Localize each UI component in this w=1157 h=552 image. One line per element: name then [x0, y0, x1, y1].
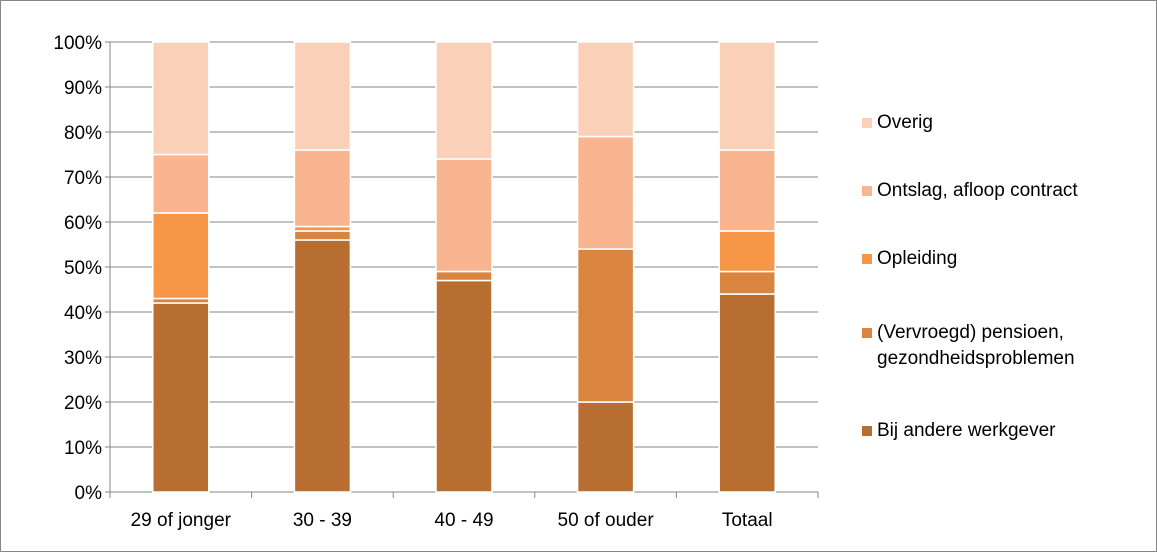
- bar-segment: [718, 149, 776, 232]
- legend-label: Overig: [877, 112, 933, 133]
- y-tick-label: 30%: [64, 348, 102, 369]
- bar-segment: [293, 239, 352, 493]
- legend-item: Ontslag, afloop contract: [862, 178, 1078, 204]
- legend-item: Bij andere werkgever: [862, 418, 1055, 444]
- bar-segment: [576, 248, 635, 403]
- legend-item: (Vervroegd) pensioen, gezondheidsproblem…: [862, 320, 1075, 372]
- bar-segment: [435, 279, 493, 493]
- y-tick-label: 20%: [64, 393, 102, 414]
- legend-swatch: [862, 254, 872, 264]
- bar-segment: [152, 212, 210, 300]
- bar-segment: [435, 41, 493, 160]
- bar-segment: [718, 41, 776, 151]
- bar-segment: [576, 135, 635, 250]
- bar-segment: [435, 158, 493, 273]
- y-tick-label: 90%: [64, 78, 102, 99]
- x-tick-label: 29 of jonger: [131, 510, 232, 531]
- bar-segment: [718, 230, 776, 273]
- y-tick-label: 100%: [53, 33, 102, 54]
- bar-segment: [152, 302, 210, 493]
- x-tick-label: 50 of ouder: [558, 510, 655, 531]
- y-tick-label: 70%: [64, 168, 102, 189]
- bar-segment: [152, 153, 210, 214]
- bar-segment: [152, 41, 210, 156]
- x-tick-label: 30 - 39: [293, 510, 352, 531]
- legend-label: Ontslag, afloop contract: [877, 180, 1078, 201]
- bar-segment: [718, 270, 776, 295]
- legend-label: Bij andere werkgever: [877, 420, 1056, 441]
- legend-swatch: [862, 118, 872, 128]
- legend-swatch: [862, 426, 872, 436]
- bar-segment: [293, 149, 352, 228]
- bar-segment: [718, 293, 776, 493]
- legend-swatch: [862, 328, 872, 338]
- bar-segment: [293, 230, 352, 241]
- x-tick-label: Totaal: [722, 510, 773, 531]
- y-tick-label: 10%: [64, 438, 102, 459]
- bar-segment: [576, 41, 635, 138]
- legend-item: Overig: [862, 110, 933, 136]
- x-tick-label: 40 - 49: [434, 510, 493, 531]
- legend-label: (Vervroegd) pensioen, gezondheidsproblem…: [877, 322, 1075, 369]
- legend-swatch: [862, 186, 872, 196]
- y-tick-label: 50%: [64, 258, 102, 279]
- legend-item: Opleiding: [862, 246, 957, 272]
- y-tick-label: 60%: [64, 213, 102, 234]
- y-tick-label: 0%: [75, 483, 103, 504]
- y-tick-label: 80%: [64, 123, 102, 144]
- bar-segment: [576, 401, 635, 493]
- bar-segment: [435, 270, 493, 282]
- y-tick-label: 40%: [64, 303, 102, 324]
- legend-label: Opleiding: [877, 248, 958, 269]
- bar-segment: [293, 41, 352, 151]
